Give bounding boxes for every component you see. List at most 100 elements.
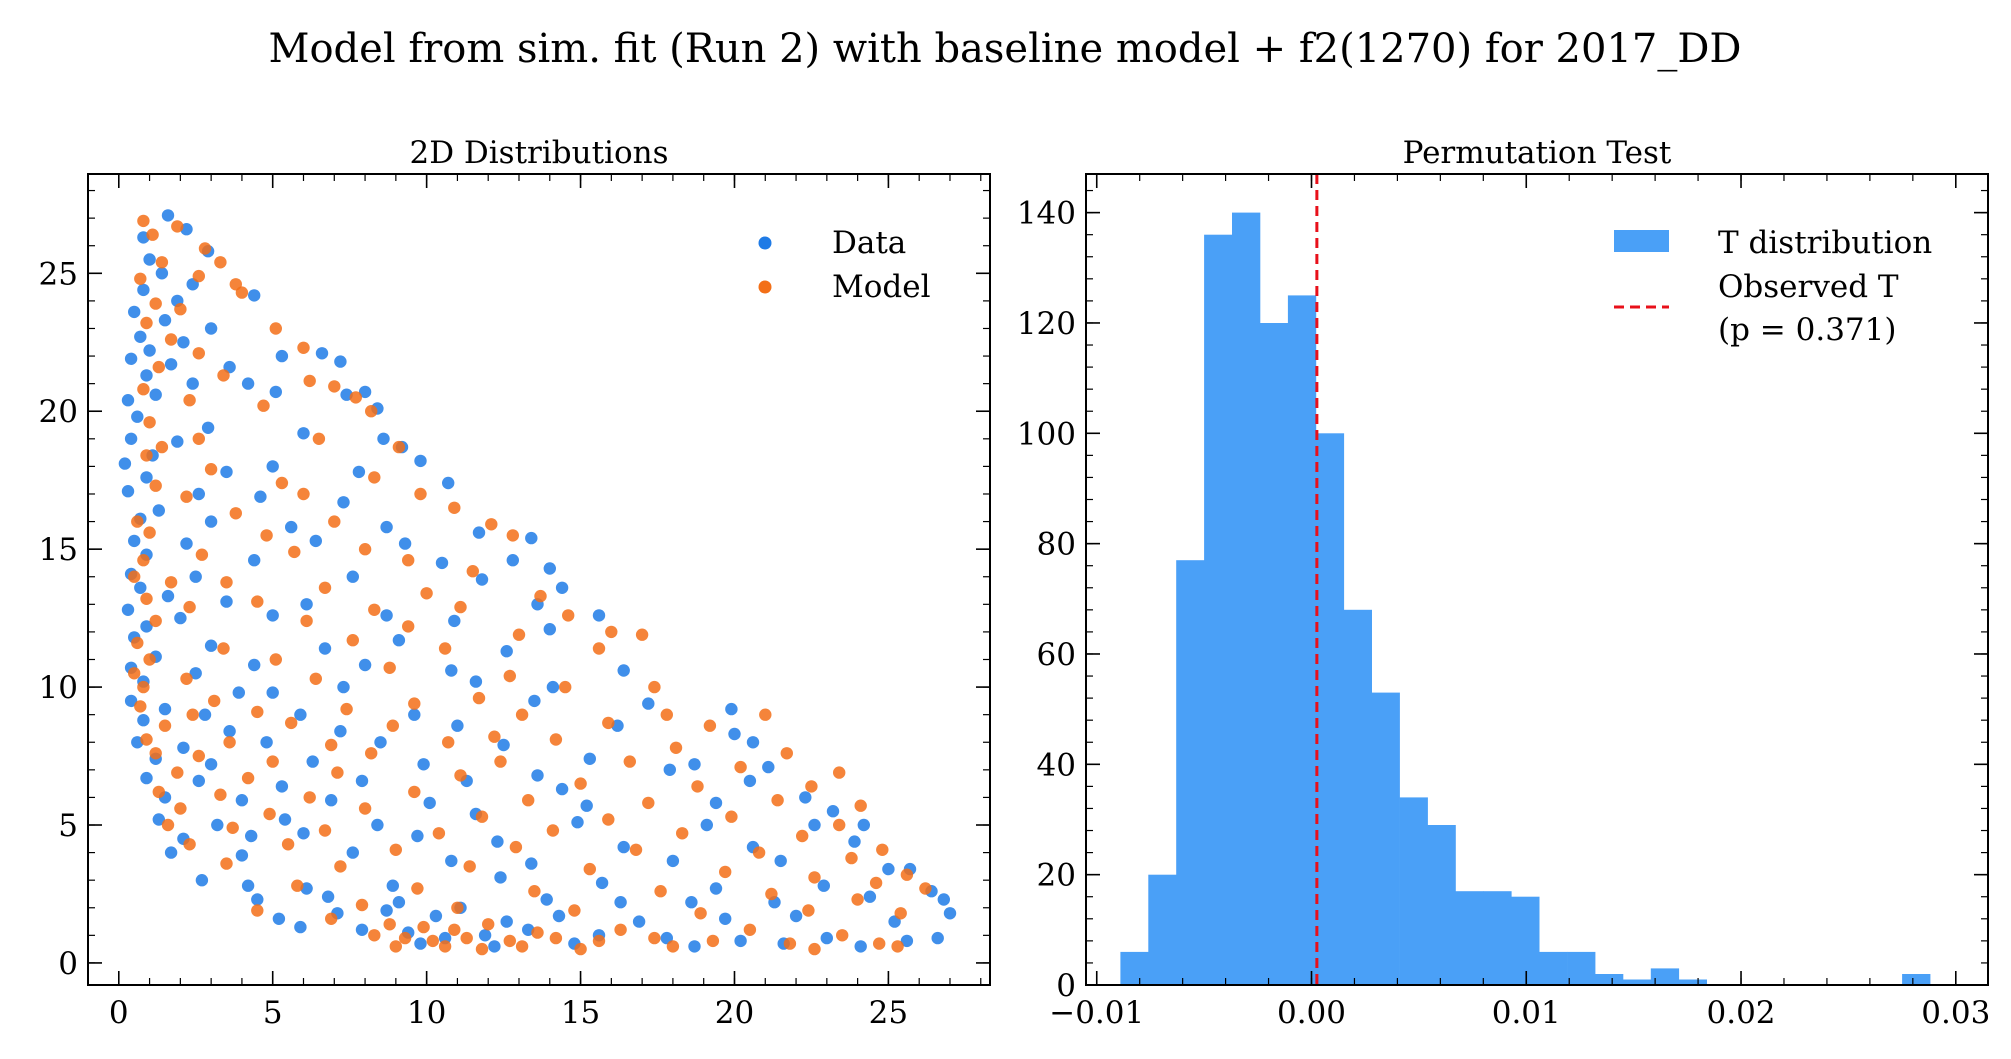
data-point: [774, 854, 787, 868]
histogram-ytick-label: 80: [1037, 527, 1076, 563]
data-point: [392, 896, 406, 909]
data-point: [595, 876, 609, 890]
data-point: [278, 813, 292, 826]
data-point: [309, 534, 322, 548]
data-point: [180, 537, 193, 550]
model-point: [509, 840, 523, 854]
data-point: [248, 289, 261, 302]
histogram-bar: [1511, 896, 1540, 985]
model-point: [158, 719, 172, 732]
data-point: [137, 714, 150, 727]
data-point: [124, 352, 138, 365]
data-point: [688, 940, 701, 953]
model-point: [146, 228, 159, 241]
model-point: [796, 829, 809, 843]
model-point: [137, 554, 150, 567]
data-point: [500, 915, 513, 928]
data-point: [164, 358, 178, 371]
data-point: [552, 909, 566, 923]
model-point: [463, 860, 476, 873]
model-point: [900, 868, 914, 881]
model-point: [528, 885, 541, 898]
legend-data-label: Data: [832, 225, 906, 261]
model-point: [592, 642, 606, 655]
model-point: [137, 214, 150, 228]
data-point: [494, 871, 507, 884]
model-point: [494, 755, 507, 768]
data-point: [820, 931, 833, 945]
data-point: [241, 879, 255, 892]
data-point: [445, 664, 458, 677]
model-point: [783, 937, 797, 950]
model-point: [241, 771, 255, 785]
data-point: [248, 554, 261, 567]
model-point: [574, 942, 587, 956]
histogram-bar: [1622, 979, 1652, 985]
data-point: [300, 882, 313, 895]
model-point: [602, 716, 615, 730]
model-point: [220, 857, 233, 870]
data-point: [189, 667, 202, 680]
model-point: [472, 691, 486, 705]
model-point: [482, 918, 495, 931]
data-point: [269, 385, 282, 399]
model-point: [654, 885, 667, 898]
model-point: [438, 642, 452, 655]
model-point: [451, 901, 464, 914]
data-point: [266, 609, 279, 622]
model-point: [389, 940, 402, 953]
model-point: [149, 747, 162, 760]
model-point: [300, 614, 313, 628]
model-point: [285, 716, 298, 730]
model-point: [398, 931, 412, 945]
data-point: [220, 595, 233, 608]
scatter-xtick-label: 0: [109, 995, 129, 1031]
scatter-ytick-label: 25: [39, 256, 78, 292]
model-point: [192, 432, 205, 445]
model-point: [303, 791, 316, 804]
data-point: [580, 799, 593, 812]
model-point: [506, 529, 519, 542]
model-point: [288, 545, 301, 559]
model-point: [851, 893, 864, 906]
model-point: [522, 794, 535, 807]
histogram-panel: Permutation Test −0.01 0.00 0.01 0.02 0.03 0 2…: [1017, 135, 1990, 1031]
data-point: [863, 890, 877, 903]
model-point: [152, 360, 165, 374]
model-point: [559, 680, 572, 694]
data-point: [121, 485, 135, 498]
histogram-ytick-label: 120: [1017, 306, 1076, 342]
data-point: [245, 829, 258, 843]
model-point: [260, 529, 273, 542]
data-point: [140, 620, 153, 633]
model-point: [140, 733, 153, 746]
model-point: [802, 904, 815, 917]
histogram-ytick-label: 140: [1017, 196, 1076, 232]
model-point: [365, 405, 378, 418]
model-point: [263, 807, 276, 821]
data-point: [143, 344, 156, 357]
scatter-xtick-label: 25: [869, 995, 908, 1031]
data-point: [799, 791, 812, 804]
model-point: [214, 788, 227, 801]
model-point: [876, 843, 889, 856]
model-point: [605, 625, 618, 639]
scatter-axes: 0 5 10 15 20 25 0 5 10 15 20 25: [39, 173, 991, 1031]
data-point: [386, 879, 399, 892]
histogram-ytick-label: 60: [1037, 637, 1076, 673]
model-point: [574, 777, 587, 790]
scatter-ytick-label: 0: [58, 946, 78, 982]
histogram-bar: [1483, 891, 1512, 985]
model-point: [134, 700, 147, 713]
data-point: [134, 581, 147, 594]
data-point: [728, 727, 741, 741]
scatter-xtick-label: 20: [715, 995, 754, 1031]
model-point: [208, 694, 221, 708]
histogram-bar: [1427, 825, 1456, 985]
data-point: [171, 435, 184, 448]
data-point: [900, 934, 914, 948]
histogram-xtick-label: 0.01: [1492, 995, 1561, 1031]
data-point: [220, 465, 233, 479]
legend-data-marker: [758, 236, 772, 250]
data-point: [140, 369, 153, 382]
